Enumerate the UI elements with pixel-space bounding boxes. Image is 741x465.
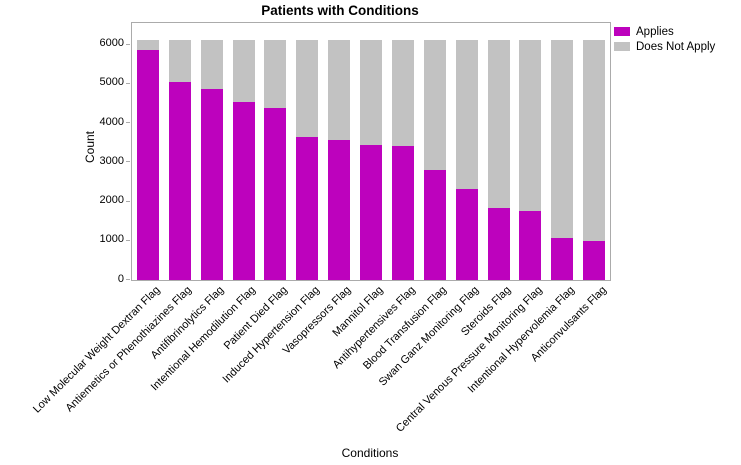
bar-applies[interactable] <box>423 170 446 280</box>
legend-swatch-icon <box>614 42 630 51</box>
x-category-label: Low Molecular Weight Dextran Flag <box>30 284 163 416</box>
legend-label: Applies <box>636 25 674 38</box>
y-tick-label: 5000 <box>99 76 124 89</box>
bar-does-not-apply[interactable] <box>136 39 159 50</box>
legend-label: Does Not Apply <box>636 40 716 53</box>
bar-does-not-apply[interactable] <box>583 39 606 242</box>
bar-applies[interactable] <box>264 108 287 280</box>
bar-applies[interactable] <box>551 237 574 280</box>
bar-does-not-apply[interactable] <box>200 39 223 89</box>
y-tick-label: 4000 <box>99 115 124 128</box>
legend-item[interactable]: Does Not Apply <box>614 39 715 54</box>
bar-applies[interactable] <box>328 140 351 280</box>
y-tick-label: 3000 <box>99 154 124 167</box>
bar-does-not-apply[interactable] <box>391 39 414 146</box>
bar-applies[interactable] <box>519 210 542 280</box>
y-tick-mark <box>126 161 130 162</box>
chart-title: Patients with Conditions <box>261 3 419 18</box>
y-tick-mark <box>126 44 130 45</box>
bar-applies[interactable] <box>136 49 159 280</box>
bar-does-not-apply[interactable] <box>360 39 382 145</box>
bar-does-not-apply[interactable] <box>264 39 287 109</box>
y-tick-mark <box>126 240 130 241</box>
bar-applies[interactable] <box>455 189 478 280</box>
y-tick-label: 6000 <box>99 37 124 50</box>
bar-does-not-apply[interactable] <box>551 39 574 238</box>
y-tick-label: 0 <box>117 272 124 285</box>
bar-does-not-apply[interactable] <box>232 39 255 102</box>
y-tick-mark <box>126 279 130 280</box>
bar-does-not-apply[interactable] <box>423 39 446 171</box>
bar-applies[interactable] <box>296 136 319 280</box>
y-tick-label: 1000 <box>99 233 124 246</box>
bar-does-not-apply[interactable] <box>168 39 191 83</box>
bar-applies[interactable] <box>583 241 606 280</box>
y-tick-mark <box>126 201 130 202</box>
bar-does-not-apply[interactable] <box>328 39 351 141</box>
bar-does-not-apply[interactable] <box>296 39 319 137</box>
bar-applies[interactable] <box>360 144 382 280</box>
x-category-label: Antiemetics or Phenothiazines Flag <box>63 284 195 415</box>
legend-item[interactable]: Applies <box>614 24 715 39</box>
y-tick-label: 2000 <box>99 194 124 207</box>
y-tick-mark <box>126 122 130 123</box>
y-tick-mark <box>126 83 130 84</box>
bar-applies[interactable] <box>232 101 255 280</box>
bar-does-not-apply[interactable] <box>455 39 478 190</box>
bar-applies[interactable] <box>391 145 414 280</box>
bar-applies[interactable] <box>200 88 223 280</box>
bar-does-not-apply[interactable] <box>487 39 510 208</box>
bar-applies[interactable] <box>168 82 191 280</box>
plot-area <box>131 22 611 281</box>
legend-swatch-icon <box>614 27 630 36</box>
bar-does-not-apply[interactable] <box>519 39 542 211</box>
x-axis-title: Conditions <box>341 446 399 460</box>
legend: Applies Does Not Apply <box>614 24 715 54</box>
bar-applies[interactable] <box>487 207 510 280</box>
